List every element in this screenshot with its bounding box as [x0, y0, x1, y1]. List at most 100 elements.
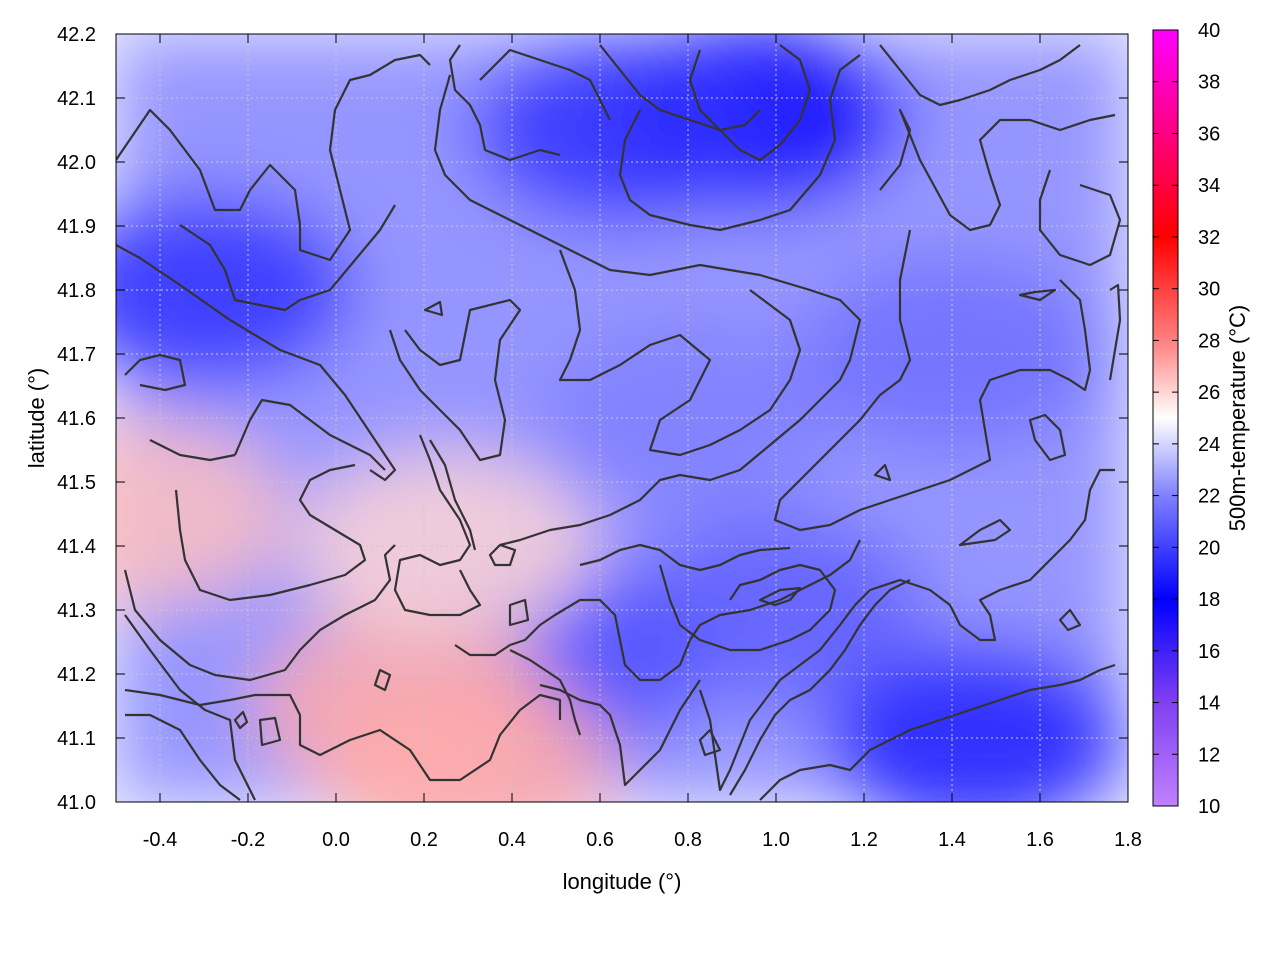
y-axis-tick-labels: 41.0 41.1 41.2 41.3 41.4 41.5 41.6 41.7 41.8 41.9… — [57, 24, 96, 814]
contour-line — [393, 434, 482, 617]
contour-line — [124, 688, 562, 782]
contour-line — [116, 53, 431, 262]
contour-lines — [116, 44, 1122, 801]
plot-area: -0.4 -0.2 0.0 0.2 0.4 0.6 0.8 1.0 1.2 1.4 1.6 1.8 4… — [57, 24, 1142, 851]
contour-line — [388, 298, 522, 462]
contour-line — [758, 586, 802, 607]
contour-line — [429, 439, 477, 551]
y-tick-label: 41.3 — [57, 600, 96, 622]
contour-line — [958, 518, 1012, 547]
contour-line — [125, 713, 241, 801]
y-tick-label: 41.4 — [57, 536, 96, 558]
y-tick-label: 41.1 — [57, 728, 96, 750]
contour-line — [233, 710, 249, 730]
y-tick-label: 41.6 — [57, 408, 96, 430]
contour-line — [488, 543, 517, 567]
contour-line — [698, 589, 871, 792]
y-tick-label: 41.8 — [57, 280, 96, 302]
y-tick-label: 41.0 — [57, 792, 96, 814]
colorbar-label: 500m-temperature (°C) — [1225, 305, 1250, 531]
colorbar-gradient — [1152, 29, 1179, 807]
contour-line — [124, 614, 256, 801]
contour-line — [179, 204, 396, 312]
x-tick-label: 1.4 — [938, 829, 966, 851]
x-tick-label: -0.2 — [231, 829, 265, 851]
x-tick-label: 0.8 — [674, 829, 702, 851]
colorbar-tick-label: 18 — [1198, 589, 1220, 611]
contour-line — [873, 463, 892, 482]
x-tick-label: 0.0 — [322, 829, 350, 851]
colorbar-tick-label: 40 — [1198, 20, 1220, 42]
contour-line — [479, 48, 611, 121]
grid-lines — [116, 34, 1128, 802]
colorbar-tick-label: 22 — [1198, 486, 1220, 508]
y-tick-label: 41.2 — [57, 664, 96, 686]
field-cold-southeast-sea — [824, 643, 1124, 802]
contour-line — [698, 728, 722, 757]
contour-line — [423, 300, 444, 317]
contour-line — [579, 543, 791, 572]
x-tick-label: 0.4 — [498, 829, 526, 851]
contour-line — [618, 54, 861, 232]
x-tick-label: 1.2 — [850, 829, 878, 851]
colorbar-tick-label: 16 — [1198, 641, 1220, 663]
contour-line — [124, 353, 187, 392]
contour-line — [233, 398, 386, 471]
temperature-field — [116, 34, 1128, 802]
x-axis-tick-labels: -0.4 -0.2 0.0 0.2 0.4 0.6 0.8 1.0 1.2 1.4 1.6 1.8 — [143, 829, 1142, 851]
contour-line — [688, 44, 812, 162]
contour-line — [1028, 413, 1067, 462]
field-cold-north-center — [472, 35, 772, 225]
field-warm-south — [318, 675, 618, 802]
contour-line — [433, 74, 862, 547]
contour-line — [509, 649, 582, 736]
contour-line — [658, 563, 837, 652]
x-tick-label: 0.2 — [410, 829, 438, 851]
contour-line — [1058, 608, 1082, 632]
colorbar-tick-label: 24 — [1198, 434, 1220, 456]
field-cold-northwest — [116, 195, 354, 385]
x-tick-label: -0.4 — [143, 829, 177, 851]
y-tick-label: 42.2 — [57, 24, 96, 46]
colorbar-tick-label: 30 — [1198, 279, 1220, 301]
y-tick-label: 42.1 — [57, 88, 96, 110]
colorbar-tick-label: 10 — [1198, 796, 1220, 818]
contour-line — [454, 539, 861, 682]
colorbar-tick-label: 38 — [1198, 72, 1220, 94]
y-tick-label: 41.5 — [57, 472, 96, 494]
contour-line — [879, 44, 1081, 107]
y-tick-label: 41.7 — [57, 344, 96, 366]
colorbar-tick-label: 28 — [1198, 330, 1220, 352]
contour-line — [373, 668, 392, 692]
y-tick-label: 41.9 — [57, 216, 96, 238]
x-tick-label: 1.8 — [1114, 829, 1142, 851]
colorbar-ticks — [1153, 29, 1178, 807]
y-axis-label: latitude (°) — [24, 368, 49, 469]
contour-line — [508, 598, 530, 627]
field-warm-west-edge — [116, 419, 288, 609]
contour-line — [773, 229, 1092, 532]
x-tick-label: 1.6 — [1026, 829, 1054, 851]
x-axis-label: longitude (°) — [563, 869, 682, 894]
colorbar-tick-label: 12 — [1198, 744, 1220, 766]
contour-line — [879, 108, 1116, 232]
colorbar-tick-label: 32 — [1198, 227, 1220, 249]
contour-line — [174, 463, 367, 602]
contour-line — [1018, 288, 1057, 302]
contour-line — [869, 468, 1115, 642]
colorbar-tick-label: 26 — [1198, 382, 1220, 404]
contour-line — [539, 679, 701, 787]
colorbar-tick-labels: 10 12 14 16 18 20 22 24 26 28 30 32 34 36 38 40 — [1198, 20, 1220, 818]
y-tick-label: 42.0 — [57, 152, 96, 174]
colorbar-tick-label: 20 — [1198, 537, 1220, 559]
contour-line — [759, 663, 1116, 801]
x-tick-label: 0.6 — [586, 829, 614, 851]
contour-line — [123, 544, 396, 682]
contour-line — [1038, 169, 1122, 267]
contour-line — [1108, 283, 1122, 381]
x-tick-label: 1.0 — [762, 829, 790, 851]
colorbar: 10 12 14 16 18 20 22 24 26 28 30 32 34 36 38 40 500m-te… — [1152, 20, 1250, 818]
contour-line — [149, 439, 236, 462]
contour-line — [599, 44, 761, 132]
